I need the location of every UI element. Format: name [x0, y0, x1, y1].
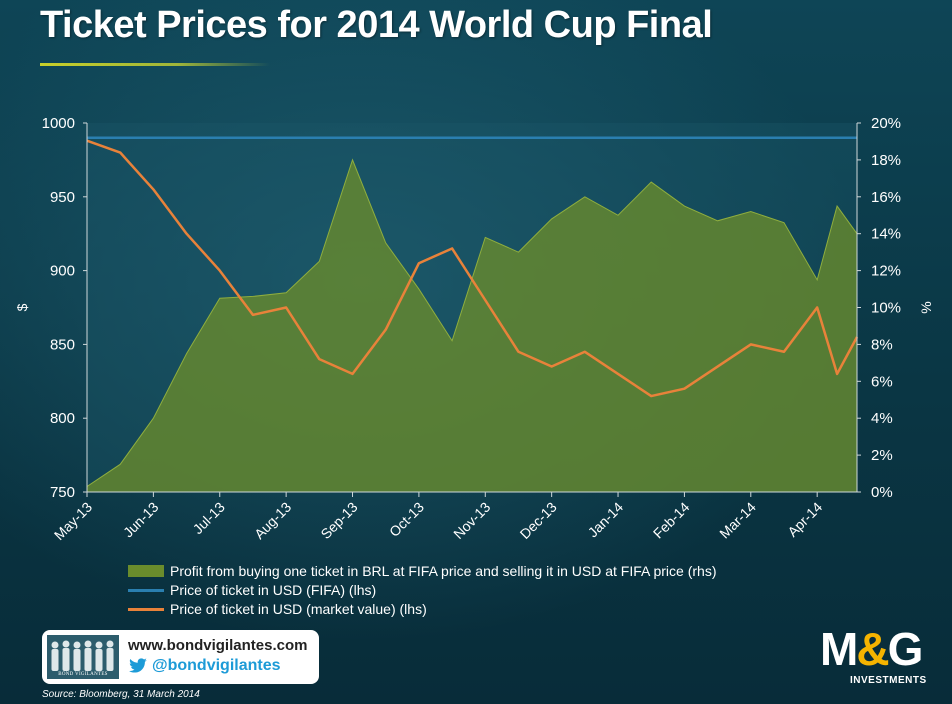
footer-card: BOND VIGILANTES www.bondvigilantes.com @… [42, 630, 319, 684]
y-right-tick-label: 2% [871, 447, 893, 464]
y-right-tick-label: 14% [871, 226, 901, 243]
legend: Profit from buying one ticket in BRL at … [128, 560, 828, 620]
y-left-axis-title: $ [14, 303, 30, 311]
y-right-axis-title: % [918, 301, 934, 313]
mg-logo-m: M [820, 623, 858, 675]
x-tick-label: May-13 [51, 499, 95, 543]
y-left-tick-label: 900 [50, 263, 75, 280]
series-profit-area [86, 158, 858, 493]
area-layer [86, 158, 858, 493]
line-layer [86, 136, 859, 398]
legend-swatch-area [128, 565, 164, 577]
legend-swatch-fifa [128, 588, 164, 592]
y-right-tick-label: 12% [871, 263, 901, 280]
x-tick-label: Dec-13 [517, 499, 560, 542]
y-right-tick-label: 18% [871, 152, 901, 169]
website-link[interactable]: www.bondvigilantes.com [128, 637, 308, 654]
legend-swatch-market [128, 607, 164, 611]
series-market-line [86, 139, 859, 398]
y-right-tick-label: 4% [871, 410, 893, 427]
mg-logo-amp: & [856, 623, 889, 675]
chart-svg: 1000 950 900 850 800 750 20% 18% 16% 14% 12% 10% 8% 6… [14, 115, 934, 543]
mg-logo-g: G [887, 623, 924, 675]
x-tick-label: Aug-13 [251, 499, 294, 542]
x-tick-label: Apr-14 [784, 499, 825, 540]
y-right-tick-label: 6% [871, 373, 893, 390]
y-left-tick-label: 800 [50, 410, 75, 427]
y-left-tick-label: 850 [50, 336, 75, 353]
y-left-tick-label: 1000 [42, 115, 75, 132]
mg-logo-mark: M&G [820, 623, 924, 675]
y-right-tick-label: 16% [871, 189, 901, 206]
y-left-tick-label: 750 [50, 484, 75, 501]
legend-item-profit: Profit from buying one ticket in BRL at … [128, 562, 716, 580]
mg-logo: M&G INVESTMENTS [820, 625, 934, 690]
twitter-handle: @bondvigilantes [152, 657, 281, 674]
crowd-image: BOND VIGILANTES [47, 635, 119, 679]
x-tick-label: Sep-13 [317, 499, 360, 542]
chart-title: Ticket Prices for 2014 World Cup Final [40, 4, 713, 46]
y-right-tick-label: 10% [871, 300, 901, 317]
x-tick-label: Mar-14 [716, 499, 759, 542]
crowd-icon [51, 640, 114, 671]
legend-label-fifa: Price of ticket in USD (FIFA) (lhs) [170, 582, 377, 598]
x-tick-label: Oct-13 [386, 499, 427, 540]
y-right-tick-label: 8% [871, 336, 893, 353]
source-note: Source: Bloomberg, 31 March 2014 [42, 689, 200, 700]
x-tick-label: Nov-13 [450, 499, 493, 542]
y-left-tick-label: 950 [50, 189, 75, 206]
x-tick-label: Jul-13 [190, 499, 228, 537]
y-right-tick-label: 20% [871, 115, 901, 132]
chart-area: 1000 950 900 850 800 750 20% 18% 16% 14% 12% 10% 8% 6… [0, 105, 952, 560]
y-right-tick-label: 0% [871, 484, 893, 501]
x-tick-label: Jun-13 [120, 499, 162, 541]
legend-item-market: Price of ticket in USD (market value) (l… [128, 600, 427, 618]
legend-label-profit: Profit from buying one ticket in BRL at … [170, 563, 717, 579]
twitter-bird-icon [129, 658, 147, 673]
legend-label-market: Price of ticket in USD (market value) (l… [170, 601, 427, 617]
legend-item-fifa: Price of ticket in USD (FIFA) (lhs) [128, 581, 376, 599]
title-underline [40, 63, 270, 66]
x-tick-label: Feb-14 [650, 499, 693, 542]
mg-logo-subtitle: INVESTMENTS [850, 675, 927, 686]
crowd-label: BOND VIGILANTES [58, 672, 108, 677]
twitter-link[interactable]: @bondvigilantes [128, 657, 281, 675]
x-tick-label: Jan-14 [585, 499, 627, 541]
